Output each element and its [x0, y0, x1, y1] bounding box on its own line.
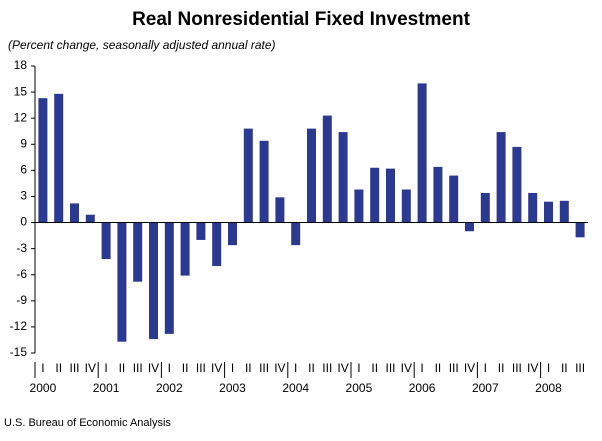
bar [370, 167, 380, 223]
bar [449, 175, 459, 223]
year-label: 2000 [30, 381, 57, 395]
bar [70, 203, 79, 223]
bar [117, 222, 127, 342]
y-tick-label: 18 [14, 58, 28, 72]
x-tick-label: I [41, 361, 44, 375]
year-label: 2006 [409, 381, 436, 395]
bar [512, 146, 522, 223]
y-tick-label: -15 [10, 345, 28, 359]
y-tick-label: -12 [10, 319, 28, 333]
x-tick-label: II [498, 361, 505, 375]
bar [243, 128, 253, 223]
y-tick-label: -3 [16, 241, 27, 255]
x-tick-label: II [182, 361, 189, 375]
bar [322, 115, 332, 223]
x-tick-label: II [371, 361, 378, 375]
x-tick-label: IV [148, 361, 159, 375]
x-tick-label: IV [464, 361, 475, 375]
bar [465, 222, 474, 232]
x-tick-label: I [231, 361, 234, 375]
x-tick-label: I [168, 361, 171, 375]
bar [575, 222, 585, 238]
bar [149, 222, 158, 340]
bar [101, 222, 111, 260]
bar [401, 189, 411, 223]
y-tick-label: 3 [20, 189, 27, 203]
x-tick-label: III [449, 361, 459, 375]
bar [54, 93, 64, 223]
y-tick-label: 0 [20, 215, 27, 229]
x-tick-label: IV [337, 361, 348, 375]
bar [164, 222, 174, 334]
bar [307, 128, 316, 223]
year-label: 2003 [219, 381, 246, 395]
bar [180, 222, 190, 276]
bar [259, 140, 269, 223]
bar [496, 132, 506, 223]
y-tick-label: -9 [16, 293, 27, 307]
x-tick-label: III [322, 361, 332, 375]
x-tick-label: I [357, 361, 360, 375]
bar [38, 98, 48, 223]
bar [196, 222, 206, 240]
bar [386, 168, 395, 223]
bar [433, 166, 443, 223]
x-tick-label: II [435, 361, 442, 375]
y-tick-label: 6 [20, 163, 27, 177]
x-tick-label: I [294, 361, 297, 375]
x-tick-label: III [575, 361, 585, 375]
year-label: 2007 [472, 381, 499, 395]
year-label: 2001 [93, 381, 120, 395]
bar [212, 222, 222, 267]
bar [480, 192, 490, 223]
bar [354, 189, 364, 223]
bar [133, 222, 143, 282]
x-tick-label: II [308, 361, 315, 375]
x-tick-label: III [259, 361, 269, 375]
bar [275, 197, 285, 223]
x-tick-label: III [512, 361, 522, 375]
x-tick-label: II [245, 361, 252, 375]
year-label: 2008 [535, 381, 562, 395]
chart-title: Real Nonresidential Fixed Investment [132, 9, 471, 30]
x-tick-label: IV [85, 361, 96, 375]
x-tick-label: I [420, 361, 423, 375]
source: U.S. Bureau of Economic Analysis [4, 417, 171, 429]
y-tick-label: 15 [14, 84, 28, 98]
x-tick-label: III [69, 361, 79, 375]
chart-subtitle: (Percent change, seasonally adjusted ann… [8, 38, 276, 52]
y-tick-label: 9 [20, 136, 27, 150]
x-tick-label: III [133, 361, 143, 375]
x-tick-label: IV [274, 361, 285, 375]
year-label: 2004 [282, 381, 309, 395]
year-label: 2005 [346, 381, 373, 395]
x-tick-label: III [385, 361, 395, 375]
x-tick-label: IV [527, 361, 538, 375]
bar [228, 222, 237, 246]
bar [291, 222, 301, 246]
x-tick-label: II [119, 361, 126, 375]
bar [528, 192, 538, 223]
bar [338, 132, 348, 223]
y-tick-label: 12 [14, 110, 28, 124]
x-tick-label: III [196, 361, 206, 375]
x-tick-label: IV [401, 361, 412, 375]
bar [417, 83, 427, 223]
bar [85, 214, 95, 223]
x-tick-label: I [104, 361, 107, 375]
x-tick-label: II [561, 361, 568, 375]
x-tick-label: II [55, 361, 62, 375]
y-tick-label: -6 [16, 267, 27, 281]
year-label: 2002 [156, 381, 183, 395]
bar [559, 200, 569, 223]
x-tick-label: I [547, 361, 550, 375]
x-tick-label: IV [211, 361, 222, 375]
bar [544, 201, 553, 223]
x-tick-label: I [484, 361, 487, 375]
